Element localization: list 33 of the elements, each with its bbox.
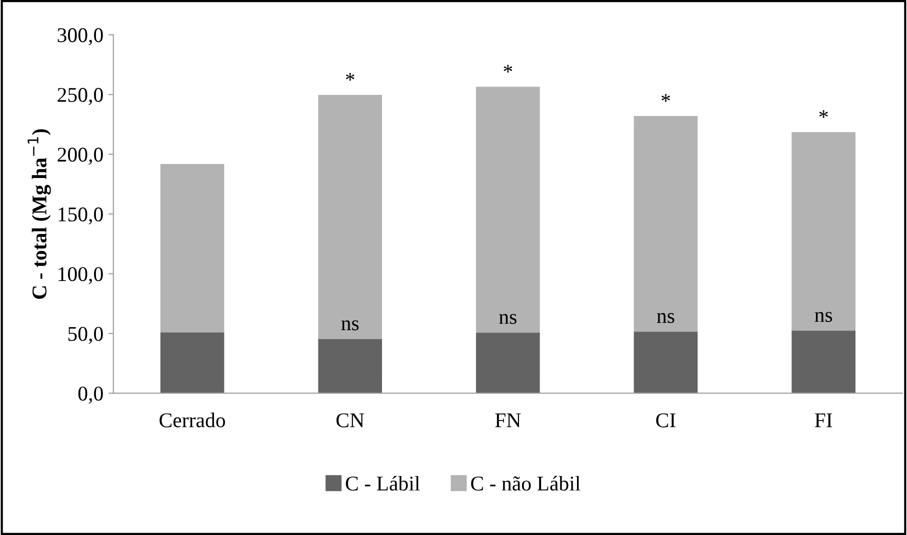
y-tick-label: 50,0 (68, 326, 103, 344)
x-tick-label: CN (336, 413, 364, 428)
annotation: ns (656, 313, 674, 324)
x-tick-label: Cerrado (160, 412, 226, 428)
y-tick-label: 150,0 (58, 207, 103, 224)
legend-label: C - não Lábil (471, 476, 580, 491)
y-tick-label: 100,0 (58, 267, 103, 284)
annotation: * (819, 110, 828, 118)
bar (634, 116, 698, 332)
x-tick-label: CI (656, 413, 676, 428)
annotation: * (504, 64, 512, 73)
y-tick-label: 200,0 (58, 148, 103, 165)
bar (318, 94, 382, 340)
y-tick-label: 250,0 (58, 88, 103, 105)
bar (160, 164, 224, 333)
y-tick-label: 300,0 (58, 28, 103, 46)
bar (318, 338, 382, 394)
annotation: * (346, 72, 354, 81)
bar (160, 332, 224, 394)
annotation: ns (341, 320, 359, 330)
annotation: ns (814, 312, 832, 322)
legend-label: C - Lábil (346, 476, 420, 491)
bar (792, 132, 856, 331)
bar (476, 86, 540, 333)
annotation: * (662, 94, 670, 102)
bar (476, 332, 540, 394)
y-tick-label: 0,0 (78, 386, 103, 404)
x-tick-label: FI (814, 413, 832, 428)
bar (792, 330, 856, 394)
annotation: ns (499, 314, 516, 324)
x-tick-label: FN (495, 413, 521, 428)
bar (634, 331, 698, 394)
y-axis-title: C - total (Mg ha$^{−1}$) (28, 129, 51, 299)
